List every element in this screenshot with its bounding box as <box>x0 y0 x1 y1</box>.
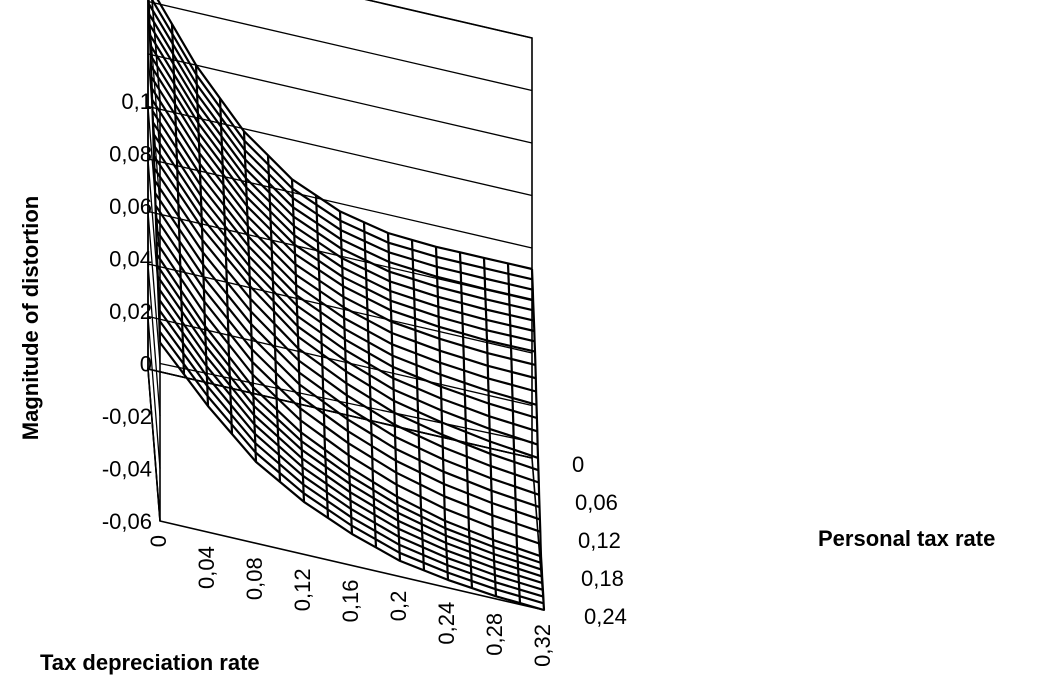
z-axis-title: Magnitude of distortion <box>18 196 43 440</box>
x-axis-title: Tax depreciation rate <box>40 650 260 675</box>
mesh-line-y <box>156 0 533 271</box>
mesh-line-y <box>156 275 543 571</box>
x-tick-label: 0 <box>146 535 171 547</box>
mesh-line-y <box>151 121 538 420</box>
mesh-line-y <box>153 167 539 472</box>
mesh-line-y <box>149 54 535 343</box>
y-tick-label: 0,12 <box>578 528 621 553</box>
z-gridline <box>147 263 533 417</box>
mesh-line-y <box>148 13 534 302</box>
mesh-line-y <box>147 3 534 291</box>
x-tick-label: 0,16 <box>338 580 363 623</box>
mesh-line-y <box>152 132 538 433</box>
y-axis-title: Personal tax rate <box>818 526 995 551</box>
y-tick-label: 0 <box>572 452 584 477</box>
z-tick-label: 0,08 <box>109 142 152 167</box>
x-tick-label: 0,28 <box>482 613 507 656</box>
mesh-line-y <box>154 192 540 496</box>
z-tick-label: 0,06 <box>109 194 152 219</box>
x-tick-label: 0,2 <box>386 591 411 622</box>
mesh-line-y <box>157 286 543 578</box>
mesh-line-y <box>158 308 544 591</box>
x-tick-label: 0,08 <box>242 557 267 600</box>
z-gridline <box>147 315 533 469</box>
mesh-line-y <box>150 87 537 380</box>
z-gridline <box>151 0 533 102</box>
mesh-line-y <box>151 99 537 393</box>
surface-mesh <box>147 0 546 612</box>
tick-labels: -0,06 -0,04 -0,02 0 0,02 0,04 0,06 0,08 0,1 0 0,04… <box>102 89 627 667</box>
z-tick-label: -0,06 <box>102 509 152 534</box>
z-tick-label: 0,02 <box>109 299 152 324</box>
mesh-line-y <box>155 229 541 533</box>
mesh-line-y <box>154 217 541 521</box>
mesh-line-y <box>150 0 533 281</box>
mesh-line-y <box>157 297 543 585</box>
z-tick-label: -0,04 <box>102 457 152 482</box>
mesh-line-y <box>155 241 541 546</box>
y-tick-label: 0,06 <box>575 490 618 515</box>
mesh-line-y <box>152 144 538 446</box>
mesh-line-y <box>156 253 542 558</box>
mesh-line-y <box>150 65 536 353</box>
mesh-line-y <box>148 23 534 312</box>
x-tick-label: 0,04 <box>194 546 219 589</box>
y-tick-label: 0,24 <box>584 604 627 629</box>
z-gridline <box>147 158 533 312</box>
mesh-line-y <box>158 319 544 598</box>
mesh-line-y <box>148 34 535 322</box>
mesh-line-y <box>158 330 544 605</box>
x-tick-label: 0,32 <box>530 624 555 667</box>
z-tick-label: 0,04 <box>109 247 152 272</box>
mesh-line-y <box>151 110 537 406</box>
mesh-line-y <box>153 180 540 484</box>
mesh-line-y <box>159 341 545 612</box>
y-tick-label: 0,18 <box>581 566 624 591</box>
z-gridline <box>147 210 533 364</box>
z-tick-label: 0 <box>140 352 152 377</box>
mesh-line-y <box>153 155 539 459</box>
z-gridline <box>147 53 533 207</box>
x-tick-label: 0,24 <box>434 602 459 645</box>
z-tick-label: 0,1 <box>121 89 152 114</box>
mesh-line-y <box>149 44 535 333</box>
z-tick-label: -0,02 <box>102 404 152 429</box>
x-tick-label: 0,12 <box>290 568 315 611</box>
mesh-line-y <box>156 264 542 565</box>
mesh-line-y <box>154 204 540 509</box>
mesh-line-y <box>150 76 536 366</box>
